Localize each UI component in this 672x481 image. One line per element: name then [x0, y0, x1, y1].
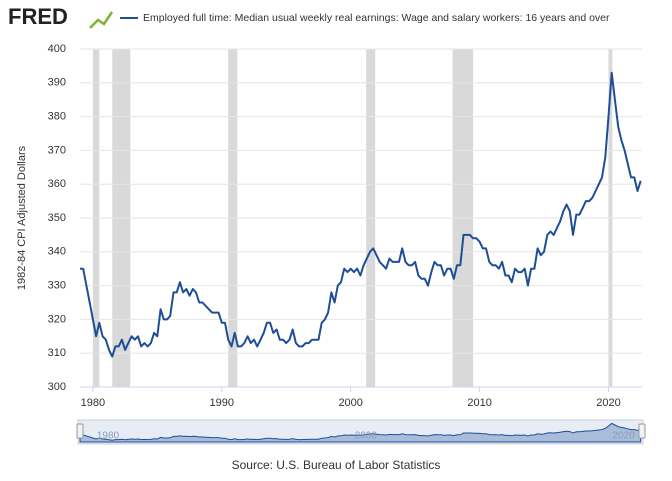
y-tick-label: 340: [48, 246, 66, 258]
y-axis-label: 1982-84 CPI Adjusted Dollars: [16, 145, 28, 290]
navigator-handle[interactable]: [76, 423, 84, 439]
y-tick-label: 320: [48, 313, 66, 325]
y-tick-label: 330: [48, 280, 66, 292]
logo: FRED: [8, 4, 68, 29]
navigator-area: [79, 422, 642, 443]
y-tick-label: 350: [48, 212, 66, 224]
x-tick-label: 2010: [467, 397, 491, 409]
navigator-tick-label: 2000: [355, 431, 378, 442]
navigator-handle[interactable]: [638, 423, 646, 439]
y-tick-label: 390: [48, 77, 66, 89]
navigator-tick-label: 1980: [97, 431, 120, 442]
x-tick-label: 2020: [596, 397, 620, 409]
source: Source: U.S. Bureau of Labor Statistics: [232, 458, 441, 472]
y-tick-label: 370: [48, 144, 66, 156]
y-tick-label: 360: [48, 178, 66, 190]
legend-label: Employed full time: Median usual weekly …: [143, 12, 610, 24]
y-tick-label: 310: [48, 347, 66, 359]
y-tick-label: 400: [48, 43, 66, 55]
x-tick-label: 1980: [81, 397, 105, 409]
x-tick-label: 2000: [338, 397, 362, 409]
y-tick-label: 300: [48, 381, 66, 393]
y-tick-label: 380: [48, 111, 66, 123]
logo-icon: [89, 11, 114, 29]
x-tick-label: 1990: [210, 397, 234, 409]
navigator-tick-label: 2020: [612, 431, 635, 442]
series-line: [80, 71, 642, 358]
